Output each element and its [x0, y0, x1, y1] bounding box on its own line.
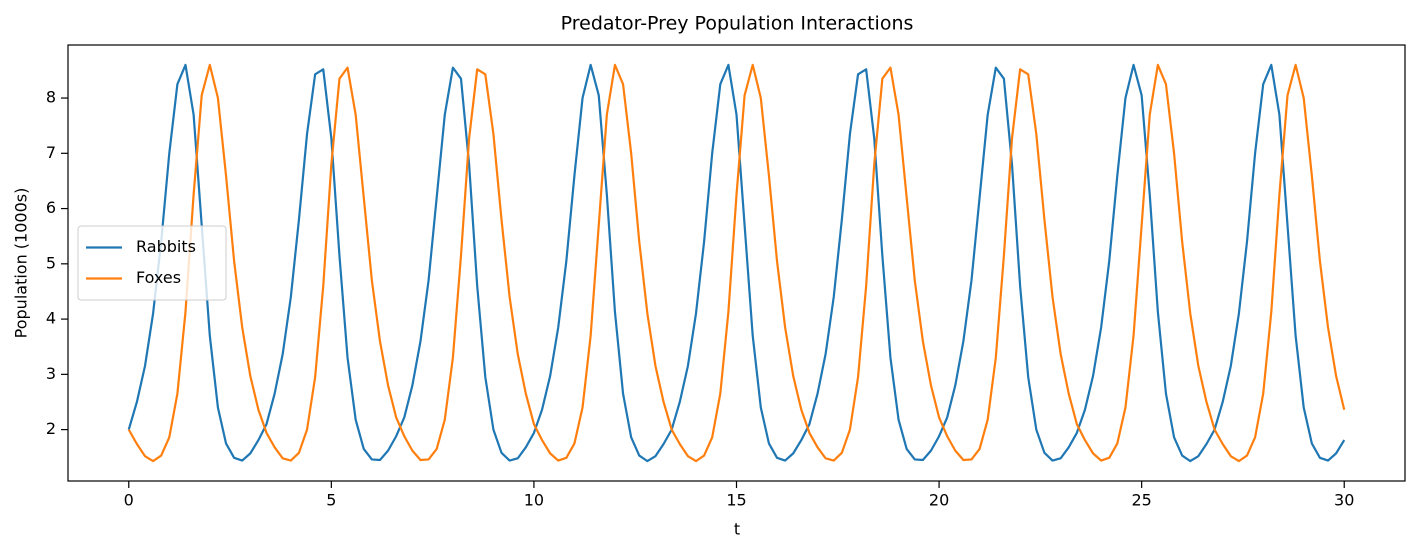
y-tick-label: 6 — [46, 198, 56, 217]
y-tick-label: 2 — [46, 419, 56, 438]
x-tick-label: 0 — [124, 491, 134, 510]
x-axis-label: t — [734, 520, 740, 539]
y-axis-label: Population (1000s) — [12, 188, 31, 339]
legend-label: Foxes — [136, 268, 181, 287]
x-tick-label: 15 — [726, 491, 746, 510]
legend-label: Rabbits — [136, 237, 196, 256]
y-tick-label: 7 — [46, 143, 56, 162]
x-tick-label: 5 — [326, 491, 336, 510]
y-tick-label: 3 — [46, 364, 56, 383]
y-tick-label: 4 — [46, 309, 56, 328]
plot-frame — [67, 44, 1406, 482]
legend-box — [77, 225, 227, 301]
series-line — [127, 63, 1346, 463]
x-tick-label: 20 — [929, 491, 949, 510]
y-tick-label: 8 — [46, 88, 56, 107]
x-tick-label: 25 — [1131, 491, 1151, 510]
x-tick-label: 30 — [1334, 491, 1354, 510]
chart-title: Predator-Prey Population Interactions — [561, 13, 914, 35]
x-tick-label: 10 — [524, 491, 544, 510]
series-line — [127, 63, 1346, 463]
y-tick-label: 5 — [46, 253, 56, 272]
